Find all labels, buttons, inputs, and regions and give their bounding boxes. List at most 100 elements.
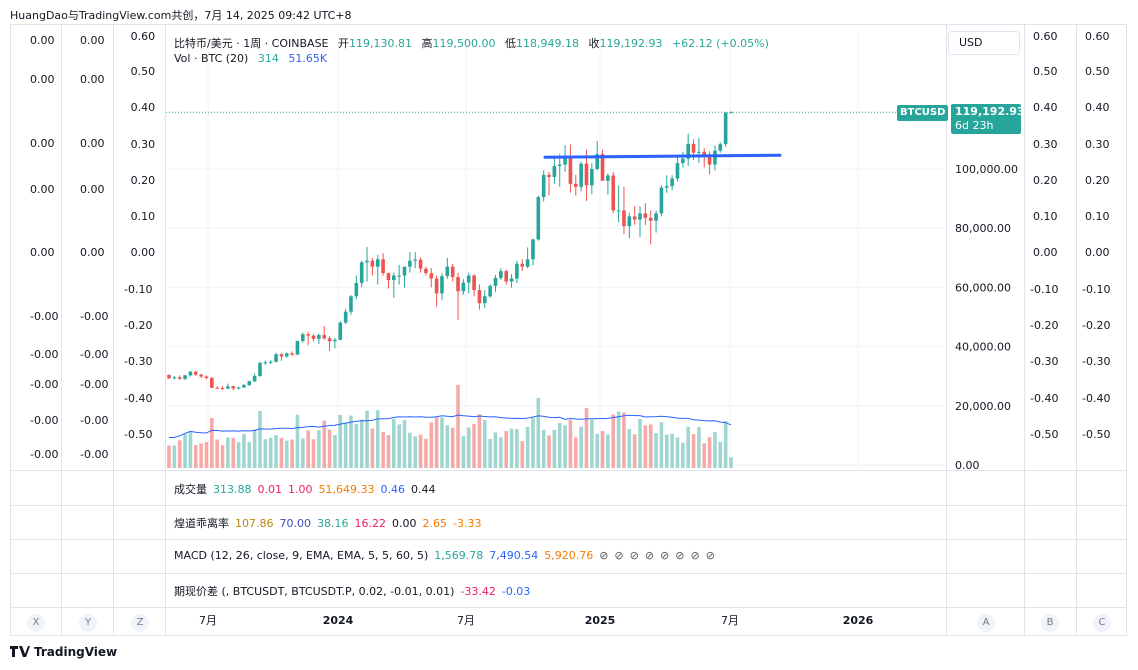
indicator-value: 38.16 xyxy=(317,517,349,530)
right-col-b-label: 0.00 xyxy=(1085,246,1110,259)
indicator-name: 煌道乖离率 xyxy=(174,517,229,530)
volume-bar xyxy=(274,435,278,468)
axis-letter-a[interactable]: A xyxy=(977,614,995,632)
candle-body xyxy=(504,271,508,282)
x-tick-label: 2025 xyxy=(585,614,616,627)
indicator-name: 成交量 xyxy=(174,483,207,496)
right-col-a-label: 0.40 xyxy=(1033,101,1058,114)
left-col2-label: 0.00 xyxy=(80,137,105,150)
left-col2-label: -0.00 xyxy=(80,414,109,427)
candle-body xyxy=(493,277,498,286)
volume-bar xyxy=(691,434,696,468)
indicator-macd[interactable]: MACD (12, 26, close, 9, EMA, EMA, 5, 5, … xyxy=(174,549,721,562)
volume-bar xyxy=(675,437,680,468)
candle-body xyxy=(365,260,369,263)
candle-body xyxy=(616,210,621,212)
candle-body xyxy=(402,266,407,276)
left-col2-label: -0.00 xyxy=(80,378,109,391)
candle-body xyxy=(311,335,316,339)
left-col1-label: -0.00 xyxy=(30,348,59,361)
axis-letter-c[interactable]: C xyxy=(1093,614,1111,632)
volume-bar xyxy=(236,442,241,468)
indicator-value: ⊘ xyxy=(675,549,685,562)
volume-bar xyxy=(322,420,327,468)
candle-body xyxy=(509,278,514,282)
indicator-volume[interactable]: 成交量 313.88 0.01 1.00 51,649.33 0.46 0.44 xyxy=(174,481,441,497)
left-col1-label: 0.00 xyxy=(30,137,55,150)
candle-body xyxy=(547,174,551,177)
volume-bar xyxy=(247,442,252,468)
axis-letter-y[interactable]: Y xyxy=(79,614,97,632)
legend-close: 119,192.93 xyxy=(599,37,663,50)
candle-body xyxy=(590,169,594,186)
tradingview-footer: TradingView xyxy=(10,645,117,659)
candle-body xyxy=(263,362,268,364)
right-col-b-label: 0.10 xyxy=(1085,210,1110,223)
candle-body xyxy=(531,239,535,260)
volume-value1: 314 xyxy=(257,52,279,65)
volume-bar xyxy=(333,434,337,468)
legend-close-label: 收 xyxy=(588,37,600,50)
indicator-value: 0.46 xyxy=(380,483,405,496)
volume-bar xyxy=(664,434,669,468)
candle-body xyxy=(595,154,599,169)
right-col-b-label: 0.40 xyxy=(1085,101,1110,114)
indicator-spread[interactable]: 期现价差 (, BTCUSDT, BTCUSDT.P, 0.02, -0.01,… xyxy=(174,583,536,599)
axis-letter-z[interactable]: Z xyxy=(131,614,149,632)
left-col2-label: 0.00 xyxy=(80,34,105,47)
volume-bar xyxy=(488,439,492,468)
right-col-a-label: 0.00 xyxy=(1033,246,1058,259)
volume-bar xyxy=(424,438,428,468)
left-col1-label: 0.00 xyxy=(30,73,55,86)
volume-bar xyxy=(531,417,535,468)
axis-letter-b[interactable]: B xyxy=(1041,614,1059,632)
left-col3-label: 0.20 xyxy=(130,174,156,187)
volume-bar xyxy=(375,410,380,468)
candle-body xyxy=(252,375,257,382)
candle-body xyxy=(354,282,359,297)
pane-separator xyxy=(10,505,1127,506)
drawn-trend-line[interactable] xyxy=(543,153,782,159)
volume-bar xyxy=(536,397,541,468)
indicator-value: 51,649.33 xyxy=(318,483,375,496)
candle-body xyxy=(654,213,658,221)
currency-button[interactable]: USD xyxy=(948,31,1020,55)
right-col-b-label: 0.60 xyxy=(1085,30,1110,43)
candle-body xyxy=(386,273,391,280)
indicator-value: 1.00 xyxy=(288,483,313,496)
candle-body xyxy=(231,386,236,389)
volume-bar xyxy=(723,421,728,468)
symbol-price-tag: BTCUSD xyxy=(897,105,949,122)
volume-bar xyxy=(445,425,450,468)
axis-letter-x[interactable]: X xyxy=(27,614,45,632)
indicator-deviation[interactable]: 煌道乖离率 107.86 70.00 38.16 16.22 0.00 2.65 -3.33 xyxy=(174,515,487,531)
left-col1-label: -0.00 xyxy=(30,310,59,323)
volume-bar xyxy=(284,440,289,468)
volume-bar xyxy=(638,418,642,468)
candle-body xyxy=(466,275,471,283)
candle-body xyxy=(461,282,466,292)
right-col-a-label: 0.10 xyxy=(1033,210,1058,223)
candle-body xyxy=(258,362,262,376)
right-col-a-label: 0.30 xyxy=(1033,138,1058,151)
candle-body xyxy=(418,259,423,269)
volume-bar xyxy=(172,445,177,468)
col-separator xyxy=(1024,24,1025,636)
candle-body xyxy=(210,377,214,388)
volume-bar xyxy=(188,431,193,468)
volume-name: Vol · BTC (20) xyxy=(174,52,249,65)
candle-body xyxy=(659,187,664,214)
candle-body xyxy=(563,155,567,165)
candle-body xyxy=(536,197,541,240)
volume-bar xyxy=(402,420,407,468)
candle-body xyxy=(686,143,690,159)
x-tick-label: 2026 xyxy=(843,614,874,627)
candle-body xyxy=(220,388,225,390)
pane-separator xyxy=(10,573,1127,574)
volume-bar xyxy=(408,432,412,468)
volume-bar xyxy=(627,429,632,468)
volume-bar xyxy=(509,428,514,468)
indicator-value: ⊘ xyxy=(629,549,639,562)
candle-body xyxy=(242,385,246,388)
